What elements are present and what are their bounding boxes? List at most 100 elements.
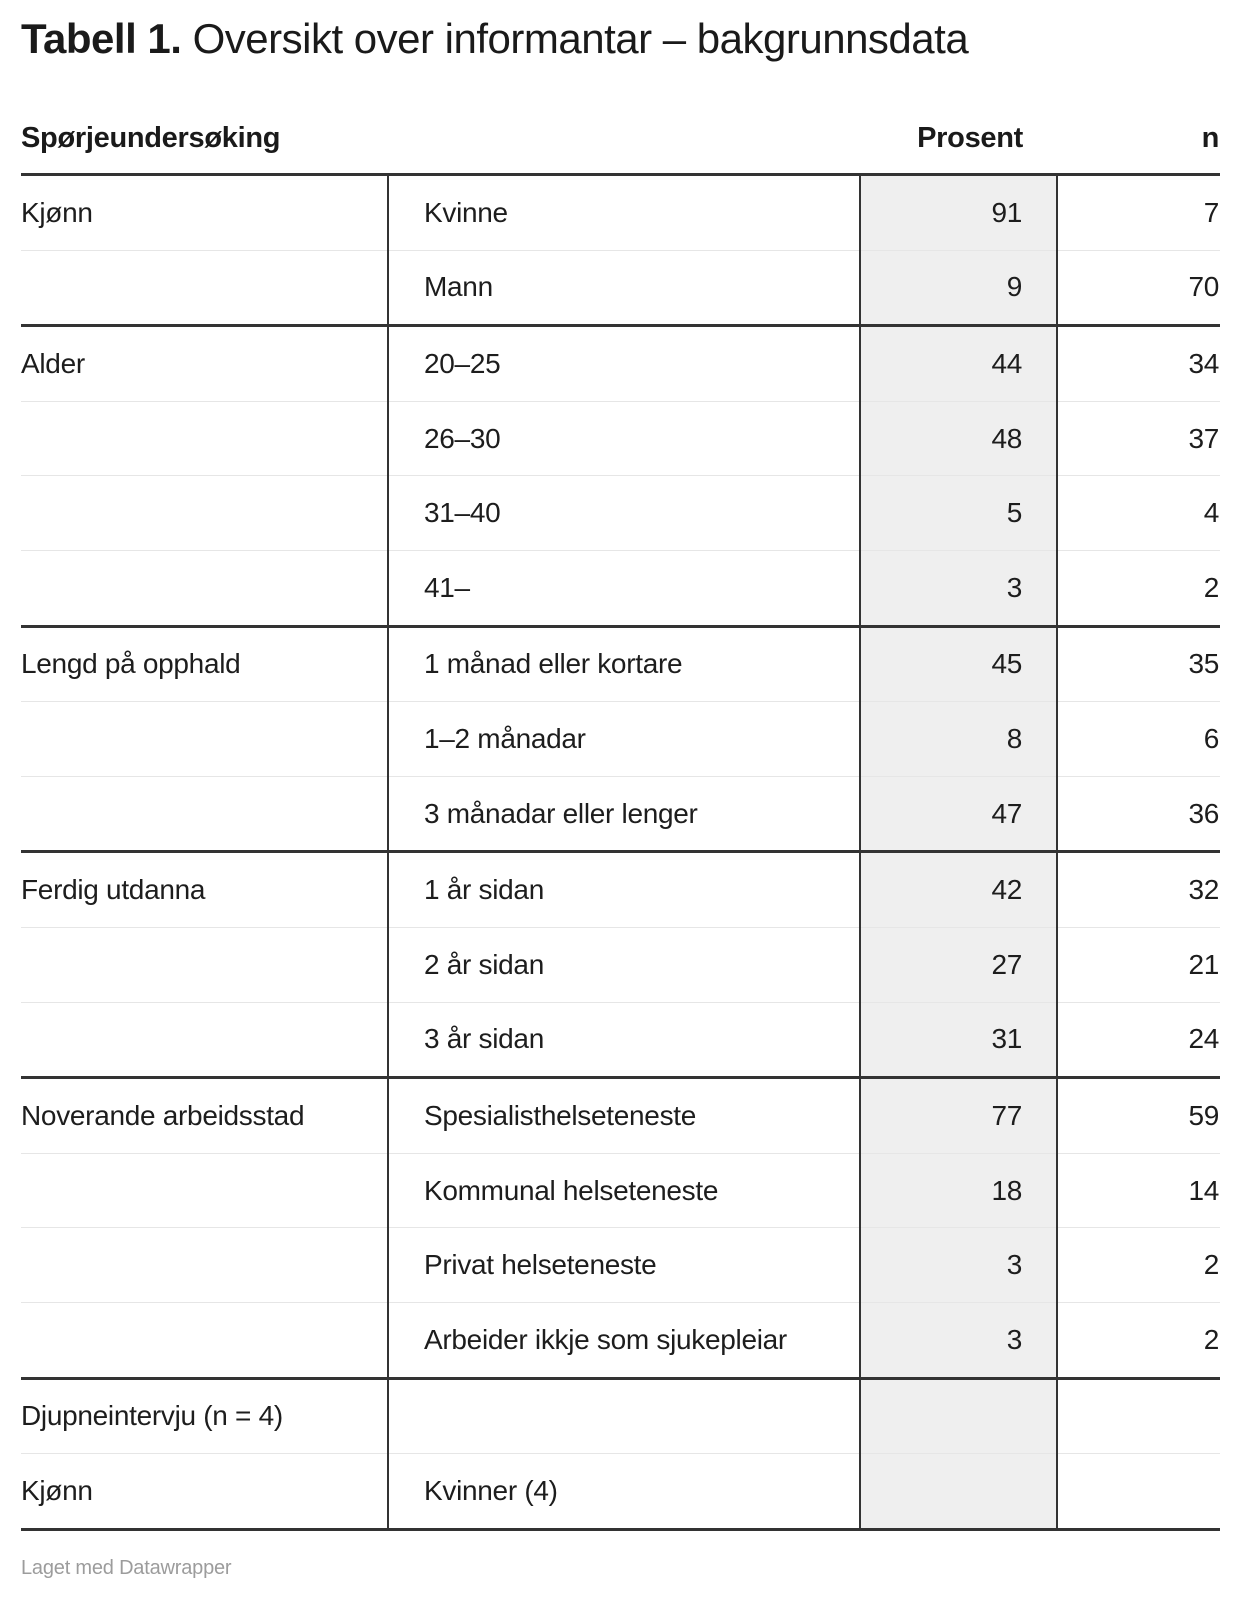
- table-row: 3 månadar eller lenger 47 36: [21, 775, 1221, 852]
- n-cell: 59: [1057, 1076, 1221, 1154]
- col-header-prosent: Prosent: [860, 64, 1058, 176]
- table-row: Kjønn Kvinner (4): [21, 1453, 1221, 1531]
- table-row: 2 år sidan 27 21: [21, 926, 1221, 1003]
- label-cell: 41–: [388, 549, 861, 627]
- prosent-cell: 3: [859, 1227, 1059, 1303]
- group-cell: [21, 1227, 389, 1303]
- label-cell: Kommunal helseteneste: [388, 1152, 861, 1228]
- group-cell: [21, 701, 389, 777]
- prosent-cell: 44: [859, 324, 1059, 402]
- table-row: Lengd på opphald 1 månad eller kortare 45 3…: [21, 624, 1221, 702]
- group-cell: [21, 249, 389, 326]
- label-cell: Spesialisthelseteneste: [388, 1076, 861, 1154]
- table-header: Spørjeundersøking Prosent n: [21, 64, 1221, 176]
- group-cell: Djupneintervju (n = 4): [21, 1376, 389, 1454]
- label-cell: 26–30: [388, 400, 861, 476]
- n-cell: [1057, 1453, 1221, 1531]
- group-cell: Ferdig utdanna: [21, 850, 389, 928]
- label-cell: [388, 1376, 861, 1454]
- n-cell: 4: [1057, 475, 1221, 551]
- label-cell: 1–2 månadar: [388, 701, 861, 777]
- prosent-cell: 27: [859, 926, 1059, 1003]
- table-row: Arbeider ikkje som sjukepleiar 3 2: [21, 1301, 1221, 1378]
- label-cell: 20–25: [388, 324, 861, 402]
- group-cell: [21, 1152, 389, 1228]
- table-row: 41– 3 2: [21, 549, 1221, 627]
- table-row: Ferdig utdanna 1 år sidan 42 32: [21, 850, 1221, 928]
- group-cell: [21, 1001, 389, 1078]
- table-row: 3 år sidan 31 24: [21, 1001, 1221, 1078]
- table-row: 31–40 5 4: [21, 475, 1221, 551]
- n-cell: 7: [1203, 196, 1220, 228]
- label-cell: Privat helseteneste: [388, 1227, 861, 1303]
- n-cell: 6: [1057, 701, 1221, 777]
- table-row: Kommunal helseteneste 18 14: [21, 1152, 1221, 1228]
- prosent-cell: 3: [859, 1301, 1059, 1378]
- label-cell: Arbeider ikkje som sjukepleiar: [388, 1301, 861, 1378]
- n-cell: 32: [1057, 850, 1221, 928]
- page-title: Tabell 1. Oversikt over informantar – ba…: [21, 14, 1220, 64]
- n-cell: 2: [1057, 1301, 1221, 1378]
- prosent-cell: 91: [859, 174, 1059, 251]
- header-row: Spørjeundersøking Prosent n: [21, 64, 1221, 176]
- group-cell: Kjønn: [21, 174, 389, 251]
- data-table: Spørjeundersøking Prosent n Kjønn Kvinne 9…: [21, 64, 1221, 1531]
- table-row: Alder 20–25 44 34: [21, 324, 1221, 402]
- prosent-cell: 3: [859, 549, 1059, 627]
- table-row: Noverande arbeidsstad Spesialisthelsetene…: [21, 1076, 1221, 1154]
- group-cell: Lengd på opphald: [21, 624, 389, 702]
- group-cell: [21, 775, 389, 852]
- label-cell: 1 år sidan: [388, 850, 861, 928]
- table-row: Djupneintervju (n = 4): [21, 1376, 1221, 1454]
- table-row: 26–30 48 37: [21, 400, 1221, 476]
- prosent-cell: 47: [859, 775, 1059, 852]
- n-cell: 34: [1057, 324, 1221, 402]
- prosent-cell: 9: [859, 249, 1059, 326]
- prosent-cell: 5: [859, 475, 1059, 551]
- n-cell: [1057, 1376, 1221, 1454]
- n-cell: 14: [1057, 1152, 1221, 1228]
- group-cell: Alder: [21, 324, 389, 402]
- prosent-cell: [859, 1453, 1059, 1531]
- table-row: 1–2 månadar 8 6: [21, 701, 1221, 777]
- label-cell: 3 månadar eller lenger: [388, 775, 861, 852]
- group-cell: [21, 1301, 389, 1378]
- label-cell: 2 år sidan: [388, 926, 861, 1003]
- n-cell: 2: [1057, 1227, 1221, 1303]
- group-cell: [21, 549, 389, 627]
- prosent-cell: 48: [859, 400, 1059, 476]
- n-cell: 24: [1057, 1001, 1221, 1078]
- n-cell: 35: [1057, 624, 1221, 702]
- table-row: Mann 9 70: [21, 249, 1221, 326]
- label-cell: 3 år sidan: [388, 1001, 861, 1078]
- group-cell: Noverande arbeidsstad: [21, 1076, 389, 1154]
- group-cell: [21, 400, 389, 476]
- prosent-cell: 77: [859, 1076, 1059, 1154]
- prosent-cell: 18: [859, 1152, 1059, 1228]
- label-cell: 31–40: [388, 475, 861, 551]
- label-cell: Kvinner (4): [388, 1453, 861, 1531]
- prosent-cell: 8: [859, 701, 1059, 777]
- label-cell: Kvinne: [424, 196, 508, 228]
- col-header-sporjeundersoking: Spørjeundersøking: [21, 64, 861, 176]
- n-cell: 21: [1057, 926, 1221, 1003]
- group-cell: Kjønn: [21, 1453, 389, 1531]
- prosent-cell: 31: [859, 1001, 1059, 1078]
- n-cell: 2: [1057, 549, 1221, 627]
- col-header-n: n: [1057, 64, 1221, 176]
- title-prefix: Tabell 1.: [21, 15, 182, 62]
- prosent-cell: 45: [859, 624, 1059, 702]
- prosent-cell: 42: [859, 850, 1059, 928]
- prosent-cell: [859, 1376, 1059, 1454]
- title-text: Oversikt over informantar – bakgrunnsdat…: [192, 15, 969, 62]
- table-row: Kjønn Kvinne 91 7: [21, 174, 1220, 251]
- group-cell: [21, 475, 389, 551]
- attribution-link[interactable]: Laget med Datawrapper: [21, 1556, 232, 1579]
- table-body: Kjønn Kvinne 91 7 Mann 9 70 Alder 20–25 44 34 26–30…: [21, 174, 1221, 1531]
- table-row: Privat helseteneste 3 2: [21, 1227, 1221, 1303]
- label-cell: 1 månad eller kortare: [388, 624, 861, 702]
- n-cell: 36: [1057, 775, 1221, 852]
- n-cell: 70: [1057, 249, 1221, 326]
- n-cell: 37: [1057, 400, 1221, 476]
